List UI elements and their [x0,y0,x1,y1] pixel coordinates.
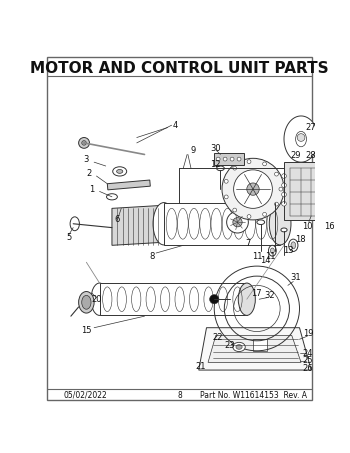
Ellipse shape [217,166,224,171]
Bar [99,283,247,315]
Ellipse shape [233,342,245,352]
Polygon shape [284,116,318,162]
Ellipse shape [82,295,91,309]
Text: 12: 12 [211,160,221,169]
Ellipse shape [257,220,265,225]
Ellipse shape [274,172,278,176]
Ellipse shape [271,248,274,253]
Text: 23: 23 [224,341,235,350]
Text: 8: 8 [177,391,182,400]
Text: 13: 13 [284,246,294,255]
Text: 20: 20 [91,295,102,304]
Circle shape [247,183,259,195]
Circle shape [233,217,242,227]
Text: 10: 10 [302,222,313,231]
Text: 9: 9 [191,146,196,155]
Text: 7: 7 [245,239,250,247]
Text: 5: 5 [66,233,71,242]
Circle shape [282,173,286,178]
Ellipse shape [262,212,267,216]
Circle shape [79,138,90,148]
Bar [253,339,267,351]
Text: 18: 18 [295,235,306,244]
Text: 19: 19 [303,329,314,338]
Text: 2: 2 [86,169,91,178]
Ellipse shape [271,201,279,205]
Text: 8: 8 [149,251,155,260]
Text: 3: 3 [84,155,89,164]
Text: 28: 28 [306,151,316,160]
Text: 21: 21 [195,361,205,371]
Ellipse shape [262,162,267,166]
Ellipse shape [91,283,108,315]
Circle shape [210,294,219,304]
Ellipse shape [279,187,283,191]
Circle shape [282,192,286,197]
Bar [214,153,244,165]
Polygon shape [112,205,168,246]
Ellipse shape [113,167,127,176]
Ellipse shape [281,228,287,232]
Circle shape [227,212,248,233]
Circle shape [282,202,286,206]
Ellipse shape [274,202,278,206]
Circle shape [82,140,86,145]
Text: 27: 27 [306,123,316,132]
Text: 15: 15 [81,326,92,334]
Circle shape [222,158,284,220]
Ellipse shape [233,166,237,170]
Text: 16: 16 [324,222,334,231]
Text: 6: 6 [115,216,120,224]
Ellipse shape [233,208,237,212]
Ellipse shape [106,194,117,200]
Text: 4: 4 [173,120,178,130]
Bar [284,162,338,220]
Ellipse shape [289,239,298,251]
Text: 05/02/2022: 05/02/2022 [63,391,107,400]
Text: 22: 22 [213,333,223,342]
Ellipse shape [247,215,251,218]
Text: Part No. W11614153  Rev. A: Part No. W11614153 Rev. A [200,391,307,400]
Text: 25: 25 [302,357,313,365]
Bar [164,203,280,246]
Text: 11: 11 [252,251,262,260]
Polygon shape [199,328,311,370]
Circle shape [230,157,234,161]
Text: 31: 31 [290,273,301,282]
Ellipse shape [224,179,228,183]
Ellipse shape [247,160,251,164]
Text: MOTOR AND CONTROL UNIT PARTS: MOTOR AND CONTROL UNIT PARTS [30,61,329,76]
Circle shape [282,183,286,188]
Circle shape [237,157,241,161]
Ellipse shape [117,169,123,173]
Bar [107,180,150,190]
Circle shape [297,134,305,141]
Ellipse shape [70,217,79,231]
Text: 32: 32 [265,291,275,300]
Ellipse shape [236,345,242,349]
Text: 30: 30 [210,144,221,153]
Ellipse shape [269,202,291,245]
Text: 17: 17 [252,289,262,298]
Ellipse shape [291,242,296,249]
Text: 26: 26 [302,364,313,373]
Text: 14: 14 [260,256,271,265]
Ellipse shape [224,195,228,199]
Text: 11: 11 [266,251,276,260]
Text: 1: 1 [89,185,94,193]
Polygon shape [208,335,301,362]
Ellipse shape [268,246,276,256]
Ellipse shape [153,202,175,245]
Circle shape [223,157,227,161]
Text: 24: 24 [302,349,313,357]
Ellipse shape [79,292,94,313]
Circle shape [234,170,272,208]
Circle shape [216,157,220,161]
Text: 29: 29 [290,151,301,160]
Ellipse shape [238,283,256,315]
